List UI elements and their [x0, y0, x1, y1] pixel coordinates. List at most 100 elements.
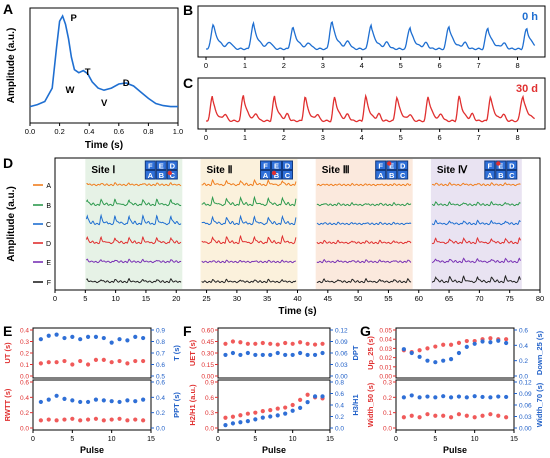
panel-f-top-left-label: UET (s): [188, 339, 197, 366]
panel-a-frame: [29, 7, 179, 124]
trace-b: [431, 201, 521, 207]
panel-e-bottom-red-point: [117, 416, 122, 421]
panel-e-bottom-blue-point: [93, 397, 99, 402]
panel-e-bottom-blue-point: [70, 398, 75, 403]
trace-f: [86, 277, 182, 284]
panel-g-bottom-red-point: [425, 412, 430, 417]
panel-g-top-red-point: [464, 338, 469, 344]
panel-f-top-right-label: DPT: [351, 345, 360, 360]
panel-c-tick-label: 6: [438, 133, 442, 142]
panel-d-ylabel: Amplitude (a.u.): [6, 186, 17, 262]
panel-e-top-right-tick-label: 0.9: [156, 328, 165, 335]
panel-g-x-tick-label: 10: [471, 436, 479, 443]
panel-e-top-red-point: [141, 358, 146, 364]
panel-e-bottom-blue-point: [46, 397, 51, 402]
panel-e-top-right-tick-label: 0.6: [156, 362, 165, 369]
panel-g-bottom-red-point: [480, 413, 485, 418]
panel-g-bottom-left-tick-label: 0.1: [383, 410, 392, 417]
panel-f-top-blue-point: [260, 352, 265, 358]
panel-g-top-red-point: [504, 337, 509, 342]
panel-e-bottom-left-tick-label: 0.6: [20, 380, 29, 387]
panel-g-bottom-red-point: [464, 413, 469, 418]
panel-g-top-frame: [395, 327, 515, 379]
panel-a-xlabel: Time (s): [85, 140, 123, 151]
panel-g-bottom-blue-point: [425, 394, 430, 399]
site-label: Site Ⅳ: [437, 165, 468, 176]
panel-b-tick-label: 2: [282, 61, 286, 70]
panel-f-bottom-red-point: [253, 410, 258, 415]
panel-f-bottom-red-point: [275, 406, 280, 411]
panel-g-bottom-blue-point: [488, 395, 493, 400]
sensor-cell: [166, 160, 178, 170]
sensor-cell: [484, 170, 496, 180]
panel-d-x-tick-label: 80: [536, 294, 544, 303]
panel-c-waveform: [206, 93, 535, 123]
panel-e-top-blue-point: [93, 334, 99, 339]
panel-f-bottom-left-label: H2/H1 (a.u.): [188, 384, 197, 426]
site-background: [200, 159, 298, 289]
trace-d: [316, 239, 412, 245]
panel-g-bottom-red-point: [496, 413, 501, 418]
panel-e-top-blue-point: [78, 337, 83, 342]
panel-f-bottom-blue-point: [320, 394, 325, 399]
panel-f-bottom-blue-point: [260, 415, 265, 420]
panel-d-x-tick-label: 35: [263, 294, 271, 303]
panel-e-bottom-red-point: [46, 417, 51, 422]
panel-d-x-tick-label: 5: [83, 294, 87, 303]
sensor-cell-label: C: [170, 171, 176, 180]
panel-f-top-blue-point: [305, 352, 310, 358]
panel-letter-a: A: [3, 1, 13, 17]
sensor-cell: [260, 170, 271, 180]
panel-e-top-red-point: [46, 360, 51, 365]
panel-e-top-red-point: [70, 362, 75, 367]
sensor-cell: [271, 160, 282, 170]
panel-f-bottom-red-point: [223, 415, 228, 420]
panel-e-top-right-label: T (s): [172, 345, 181, 361]
sensor-cell-label: B: [389, 171, 395, 180]
panel-f-x-tick-label: 10: [289, 436, 297, 443]
panel-g-bottom-blue-point: [504, 394, 509, 400]
panel-c-annotation: 30 d: [516, 83, 538, 95]
sensor-cell-label: A: [487, 171, 493, 180]
panel-e-bottom-blue-point: [38, 399, 43, 405]
panel-f-x-tick-label: 5: [253, 436, 257, 443]
site-label: Site Ⅰ: [91, 165, 115, 176]
panel-e-top-right-tick-label: 0.7: [156, 351, 165, 358]
panel-f-top-red-point: [268, 341, 273, 346]
panel-f-bottom-blue-point: [312, 394, 318, 399]
panel-d-x-tick-label: 45: [324, 294, 332, 303]
panel-f-top-right-tick-label: 0.06: [335, 351, 348, 358]
panel-g-top-left-tick-label: 0.01: [379, 364, 392, 371]
panel-g-top-blue-point: [496, 338, 501, 343]
sensor-cell-label: C: [509, 171, 515, 180]
panel-letter-d: D: [3, 155, 13, 171]
panel-g-bottom-red-point: [409, 413, 414, 418]
panel-f-bottom-blue-point: [290, 408, 295, 413]
site-label: Site Ⅲ: [322, 165, 350, 176]
panel-f-top-red-point: [312, 342, 318, 347]
panel-e-bottom-red-point: [62, 417, 67, 422]
trace-d: [86, 235, 182, 245]
panel-f-bottom-right-tick-label: 0.8: [335, 380, 344, 387]
row-label: D: [46, 241, 51, 248]
panel-c-tick-label: 7: [477, 133, 481, 142]
panel-g-top-right-label: Down_25 (s): [535, 330, 544, 375]
panel-g-top-right-tick-label: 0.6: [519, 328, 528, 335]
trace-a: [201, 178, 297, 187]
panel-g-top-blue-point: [441, 358, 446, 363]
panel-f-top-red-point: [253, 341, 258, 346]
panel-e-bottom-blue-point: [109, 399, 114, 404]
panel-f-x-tick-label: 0: [216, 436, 220, 443]
panel-f-top-red-point: [320, 341, 325, 346]
panel-f-bottom-red-point: [238, 413, 243, 418]
panel-e-top-blue-point: [141, 335, 146, 341]
panel-b-waveform: [206, 20, 536, 51]
panel-g-bottom-red-point: [417, 415, 422, 420]
panel-f-bottom-left-tick-label: 0.3: [205, 410, 214, 417]
panel-f-x-tick-label: 15: [326, 436, 334, 443]
row-label: E: [46, 260, 51, 267]
panel-c-tick-label: 8: [515, 133, 519, 142]
panel-d-x-tick-label: 65: [445, 294, 453, 303]
panel-e-top-blue-point: [85, 334, 91, 339]
